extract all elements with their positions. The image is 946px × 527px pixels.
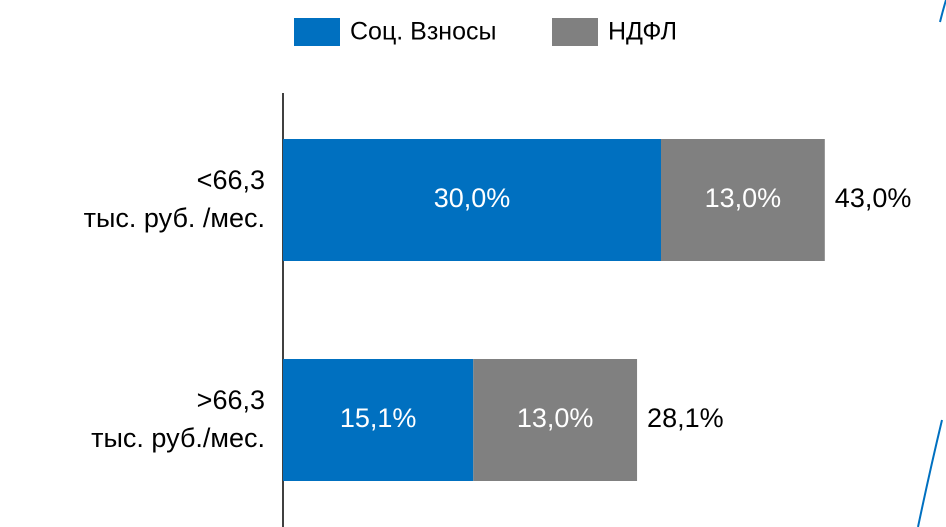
legend-label: НДФЛ (608, 18, 677, 46)
category-label: >66,3 (197, 385, 265, 415)
value-label: 13,0% (705, 183, 782, 213)
legend-swatch (552, 18, 598, 46)
bar-segment (283, 139, 661, 261)
decor-curve (939, 0, 946, 23)
category-label: тыс. руб. /мес. (84, 203, 265, 233)
value-label: 13,0% (517, 403, 594, 433)
value-label: 30,0% (434, 183, 511, 213)
value-label: 15,1% (340, 403, 417, 433)
decor-curve (917, 419, 943, 527)
bar-segment (283, 359, 474, 481)
legend-label: Соц. Взносы (350, 18, 496, 46)
total-label: 43,0% (835, 183, 912, 213)
legend-swatch (294, 18, 340, 46)
bar-segment (473, 359, 638, 481)
total-label: 28,1% (647, 403, 724, 433)
category-label: <66,3 (197, 165, 265, 195)
bar-segment (661, 139, 825, 261)
category-label: тыс. руб./мес. (91, 423, 265, 453)
